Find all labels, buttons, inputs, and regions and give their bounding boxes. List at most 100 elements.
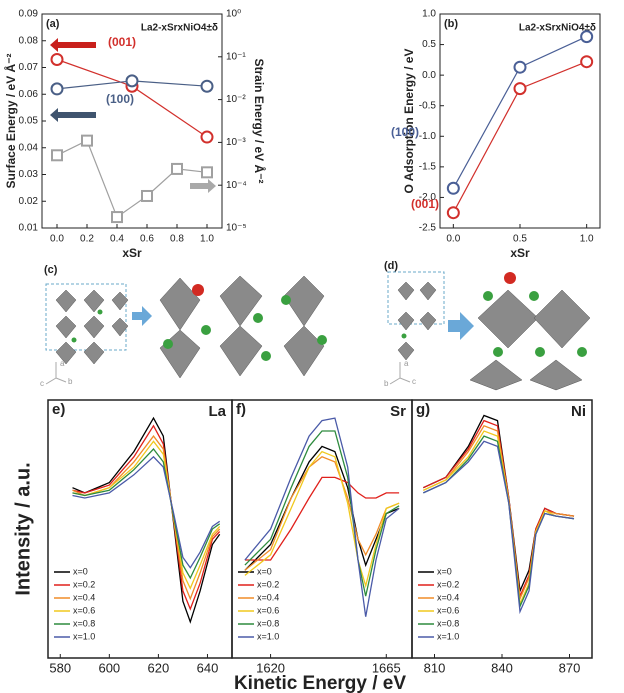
x-tick-label: 1.0 [580, 234, 594, 245]
marker [513, 82, 527, 96]
axis-triad-label: a [60, 359, 65, 368]
axis-arrow [50, 108, 96, 122]
series-label: (001) [411, 197, 439, 211]
arrow [448, 312, 474, 340]
x-tick-label: 620 [148, 660, 170, 675]
series-line [423, 430, 575, 607]
y2-tick-label: 10⁰ [226, 9, 241, 20]
axis-triad [399, 377, 411, 383]
legend-label: x=0.6 [257, 605, 279, 615]
series-line [244, 450, 400, 589]
legend-label: x=0.2 [437, 579, 459, 589]
structure-c [45, 275, 327, 379]
series-label: (100) [106, 92, 134, 106]
legend-label: x=1.0 [257, 631, 279, 641]
y-tick-label: 0.09 [19, 9, 39, 20]
panel-label: (d) [384, 260, 398, 272]
marker [513, 60, 527, 74]
plot-frame [439, 13, 601, 229]
legend-label: x=0.6 [73, 605, 95, 615]
panel-title: La2-xSrxNiO4±δ [519, 23, 596, 34]
marker [201, 166, 213, 179]
y2-tick-label: 10⁻¹ [226, 51, 246, 62]
element-label: Sr [390, 403, 406, 420]
y-tick-label: 1.0 [422, 9, 436, 20]
selection-box [45, 283, 127, 351]
axis-triad-label: b [384, 379, 389, 388]
legend-label: x=0 [437, 566, 452, 576]
axis-triad-label: c [40, 379, 44, 388]
y2-tick-label: 10⁻⁴ [226, 180, 247, 191]
structure-d [387, 271, 591, 391]
y-tick-label: 0.05 [19, 116, 39, 127]
marker [50, 52, 64, 66]
series-line [72, 455, 221, 569]
y-tick-label: -1.0 [419, 131, 437, 142]
series-line [423, 440, 575, 615]
x-tick-label: 0.6 [140, 234, 154, 245]
marker [111, 211, 123, 224]
axis-triad [55, 377, 67, 383]
y2-tick-label: 10⁻³ [226, 137, 246, 148]
axis-triad-label: a [404, 359, 409, 368]
element-label: Ni [571, 403, 586, 420]
legend-label: x=0.6 [437, 605, 459, 615]
marker [141, 189, 153, 202]
series-label: (001) [108, 35, 136, 49]
legend-label: x=1.0 [437, 631, 459, 641]
marker [51, 149, 63, 162]
legend-label: x=0.4 [73, 592, 95, 602]
y2-tick-label: 10⁻⁵ [226, 223, 247, 234]
legend-label: x=0.4 [257, 592, 279, 602]
legend-label: x=0.4 [437, 592, 459, 602]
y-tick-label: 0.07 [19, 62, 39, 73]
marker [580, 30, 594, 44]
axis-triad-label: b [68, 377, 73, 386]
x-tick-label: 600 [98, 660, 120, 675]
axis-triad [389, 377, 401, 385]
legend-label: x=0.2 [73, 579, 95, 589]
y-tick-label: 0.0 [422, 70, 436, 81]
x-tick-label: 0.0 [446, 234, 460, 245]
series-label: (100) [391, 125, 419, 139]
shared-x-label: Kinetic Energy / eV [234, 673, 406, 693]
legend-label: x=0.8 [257, 618, 279, 628]
y-tick-label: -1.5 [419, 161, 437, 172]
marker [171, 162, 183, 175]
legend-label: x=0.2 [257, 579, 279, 589]
x-tick-label: 0.8 [170, 234, 184, 245]
marker [446, 181, 460, 195]
marker [81, 134, 93, 147]
marker [446, 206, 460, 220]
y-axis-label: Surface Energy / eV Å⁻² [3, 53, 18, 188]
y-tick-label: 0.02 [19, 196, 39, 207]
y-tick-label: 0.01 [19, 223, 39, 234]
series-line [452, 36, 587, 189]
panel-label: g) [416, 401, 430, 418]
element-label: La [208, 403, 226, 420]
series-line [56, 139, 208, 219]
panel-label: (c) [44, 264, 58, 276]
x-tick-label: 580 [49, 660, 71, 675]
marker [125, 74, 139, 88]
x-tick-label: 0.5 [513, 234, 527, 245]
y2-axis-label: Strain Energy / eV Å⁻² [252, 58, 267, 183]
x-tick-label: 810 [424, 660, 446, 675]
legend-label: x=1.0 [73, 631, 95, 641]
y-tick-label: 0.5 [422, 39, 436, 50]
series-line [244, 417, 400, 617]
axis-triad-label: c [412, 377, 416, 386]
legend-label: x=0 [257, 566, 272, 576]
y-tick-label: 0.03 [19, 169, 39, 180]
series-line [244, 430, 400, 597]
panel-label: f) [236, 401, 246, 418]
y-tick-label: -2.5 [419, 223, 437, 234]
panel-title: La2-xSrxNiO4±δ [141, 23, 218, 34]
legend-label: x=0 [73, 566, 88, 576]
series-line [72, 440, 221, 590]
x-axis-label: xSr [122, 246, 142, 260]
marker [580, 55, 594, 69]
axis-arrow [50, 38, 96, 52]
axis-arrow [190, 179, 216, 193]
x-tick-label: 0.0 [50, 234, 64, 245]
